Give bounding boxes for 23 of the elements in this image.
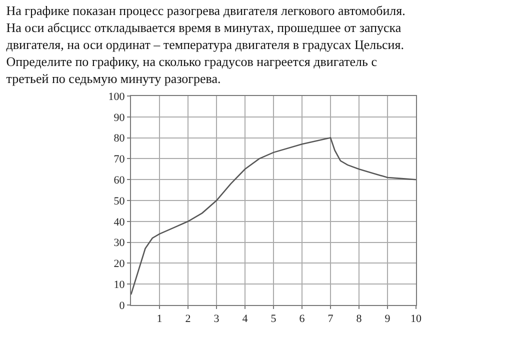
x-tick-label: 7 — [328, 313, 334, 326]
line-series — [131, 137, 416, 296]
y-tick-label: 10 — [114, 278, 126, 291]
y-tick-label: 30 — [114, 237, 126, 250]
y-tick-label: 0 — [119, 300, 126, 312]
x-tick-label: 8 — [356, 313, 362, 326]
x-tick-label: 10 — [410, 313, 422, 326]
y-tick-label: 50 — [114, 195, 126, 208]
x-tick-label: 6 — [299, 313, 306, 326]
x-tick-label: 4 — [242, 313, 248, 326]
y-tick-label: 90 — [114, 112, 126, 124]
x-tick-label: 3 — [214, 313, 220, 326]
y-tick-label: 60 — [114, 174, 126, 186]
y-tick-label: 70 — [114, 154, 126, 166]
chart-title: На графике показан процесс разогрева двигателя легкового автомобиля. На оси абсцисс откладывается время в минутах, прошедшее от запуска двигателя, на оси ординат – температура двигателя в градусах Цельсия. Определите по графику, на сколько градусов нагреется двигатель с третьей по седьмую минуту разогрева. — [6, 3, 406, 86]
y-tick-label: 100 — [108, 90, 126, 103]
x-tick-label: 1 — [156, 313, 162, 326]
x-tick-label: 2 — [185, 313, 191, 326]
y-tick-label: 40 — [114, 216, 126, 228]
x-tick-label: 5 — [270, 313, 277, 326]
y-tick-label: 80 — [114, 132, 126, 145]
y-tick-label: 20 — [114, 258, 126, 270]
x-tick-label: 9 — [384, 313, 391, 326]
